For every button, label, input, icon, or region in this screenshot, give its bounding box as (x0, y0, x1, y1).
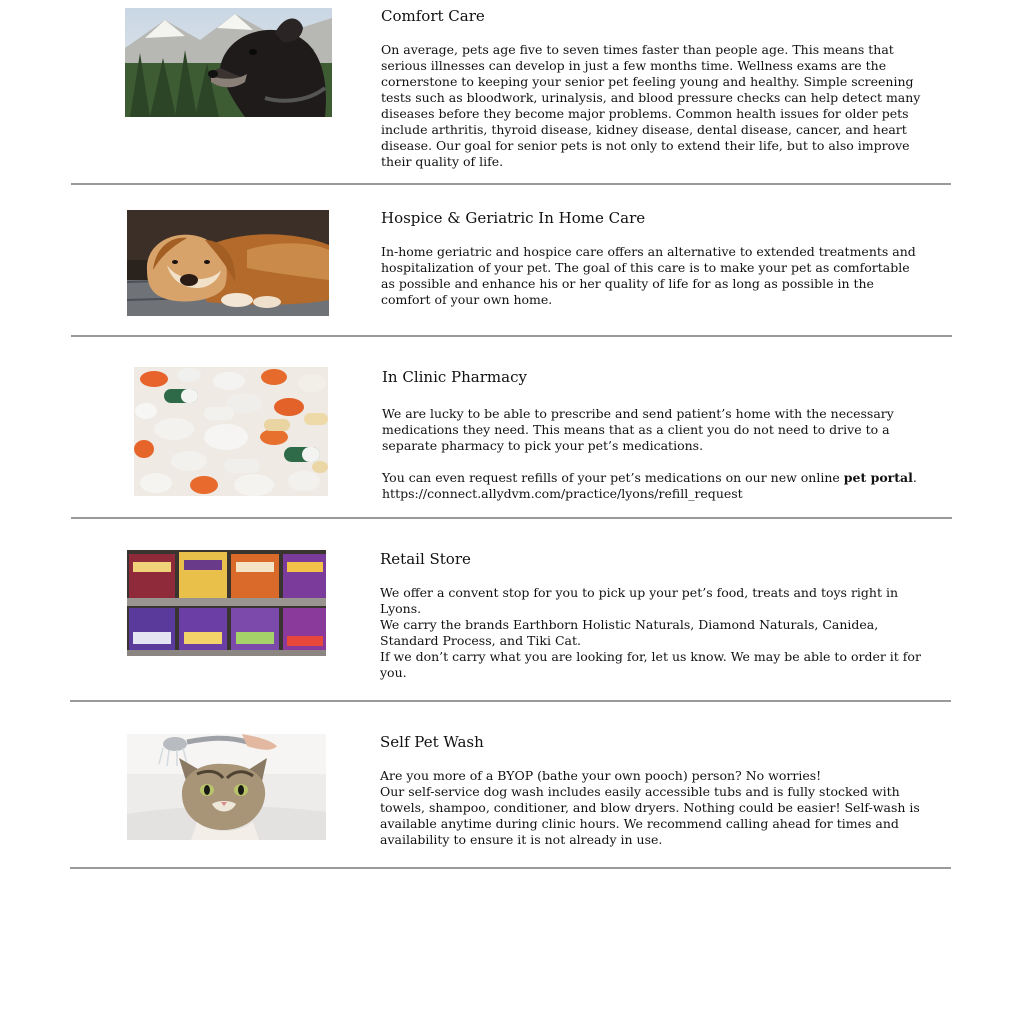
retail-description-2: We carry the brands Earthborn Holistic N… (380, 617, 879, 648)
pet-wash-description-1: Are you more of a BYOP (bathe your own p… (380, 768, 822, 783)
cat-bath-photo (127, 734, 326, 840)
section-divider (70, 867, 951, 869)
comfort-care-description: On average, pets age five to seven times… (381, 42, 921, 169)
section-divider (70, 700, 951, 702)
section-divider (71, 335, 952, 337)
section-title-pharmacy: In Clinic Pharmacy (382, 368, 527, 386)
pet-food-shelf-photo (127, 550, 326, 656)
resting-dog-photo (127, 210, 329, 316)
pet-portal-link[interactable]: pet portal (843, 470, 913, 485)
refill-text: You can even request refills of your pet… (382, 470, 844, 485)
section-title-self-pet-wash: Self Pet Wash (380, 733, 484, 751)
retail-description-1: We offer a convent stop for you to pick … (380, 585, 899, 616)
refill-end: . (912, 470, 917, 485)
senior-dog-photo (125, 8, 332, 117)
retail-description-3: If we don’t carry what you are looking f… (380, 649, 921, 680)
pet-wash-description-2: Our self-service dog wash includes easil… (380, 784, 920, 847)
pills-photo (134, 367, 328, 496)
section-title-hospice: Hospice & Geriatric In Home Care (381, 209, 646, 227)
section-divider (71, 517, 952, 519)
section-divider (71, 183, 951, 185)
refill-url[interactable]: https://connect.allydvm.com/practice/lyo… (382, 486, 743, 501)
section-title-comfort-care: Comfort Care (381, 7, 485, 25)
hospice-description: In-home geriatric and hospice care offer… (381, 244, 916, 307)
section-title-retail-store: Retail Store (380, 550, 471, 568)
refill-note: You can even request refills of your pet… (382, 470, 947, 502)
pharmacy-description: We are lucky to be able to prescribe and… (382, 406, 894, 453)
